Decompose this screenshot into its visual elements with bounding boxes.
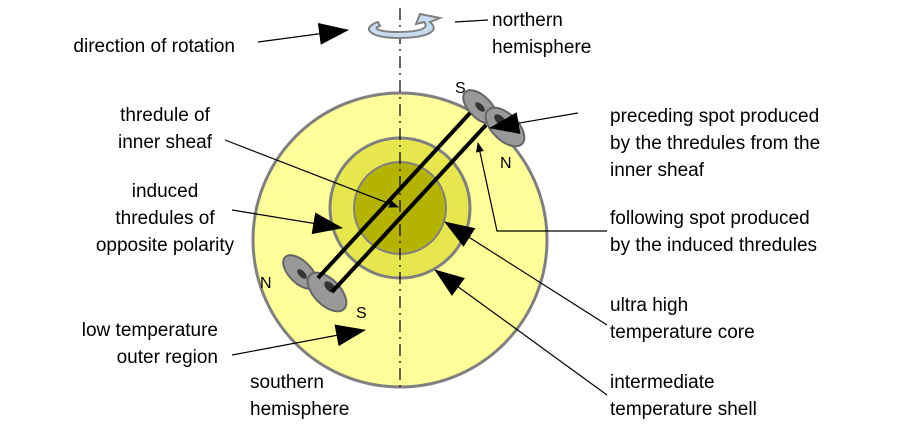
label: temperature shell <box>610 399 757 420</box>
label: inner sheaf <box>610 160 705 181</box>
spot-label: N <box>500 155 512 172</box>
label: thredules of <box>115 208 215 229</box>
label: southern <box>250 372 324 393</box>
pointer <box>454 19 489 23</box>
pointer <box>231 209 343 235</box>
label: hemisphere <box>492 37 591 58</box>
label: inner sheaf <box>118 132 213 153</box>
spot-label: S <box>356 305 367 322</box>
label: preceding spot produced <box>610 106 819 127</box>
label: by the induced thredules <box>610 235 817 256</box>
label: outer region <box>117 347 218 368</box>
label: ultra high <box>610 295 688 316</box>
label: following spot produced <box>610 208 810 229</box>
pointer <box>257 22 349 45</box>
label: hemisphere <box>250 399 349 420</box>
pointer <box>444 221 608 326</box>
pointer <box>224 139 399 208</box>
pointer <box>475 142 607 232</box>
spot-label: S <box>455 80 466 97</box>
label: low temperature <box>82 320 218 341</box>
label: thredule of <box>120 105 211 126</box>
label: northern <box>492 10 563 31</box>
label: direction of rotation <box>73 36 235 57</box>
rotation-symbol <box>368 12 444 40</box>
label: induced <box>132 181 199 202</box>
tube-line <box>316 111 472 280</box>
tube-line <box>330 123 488 294</box>
label: intermediate <box>610 372 715 393</box>
label: by the thredules from the <box>610 133 820 154</box>
spot-label: N <box>260 275 272 292</box>
label: opposite polarity <box>96 235 235 256</box>
pointer <box>489 112 579 134</box>
label: temperature core <box>610 322 755 343</box>
pointer <box>231 324 366 356</box>
pointer <box>434 269 608 396</box>
